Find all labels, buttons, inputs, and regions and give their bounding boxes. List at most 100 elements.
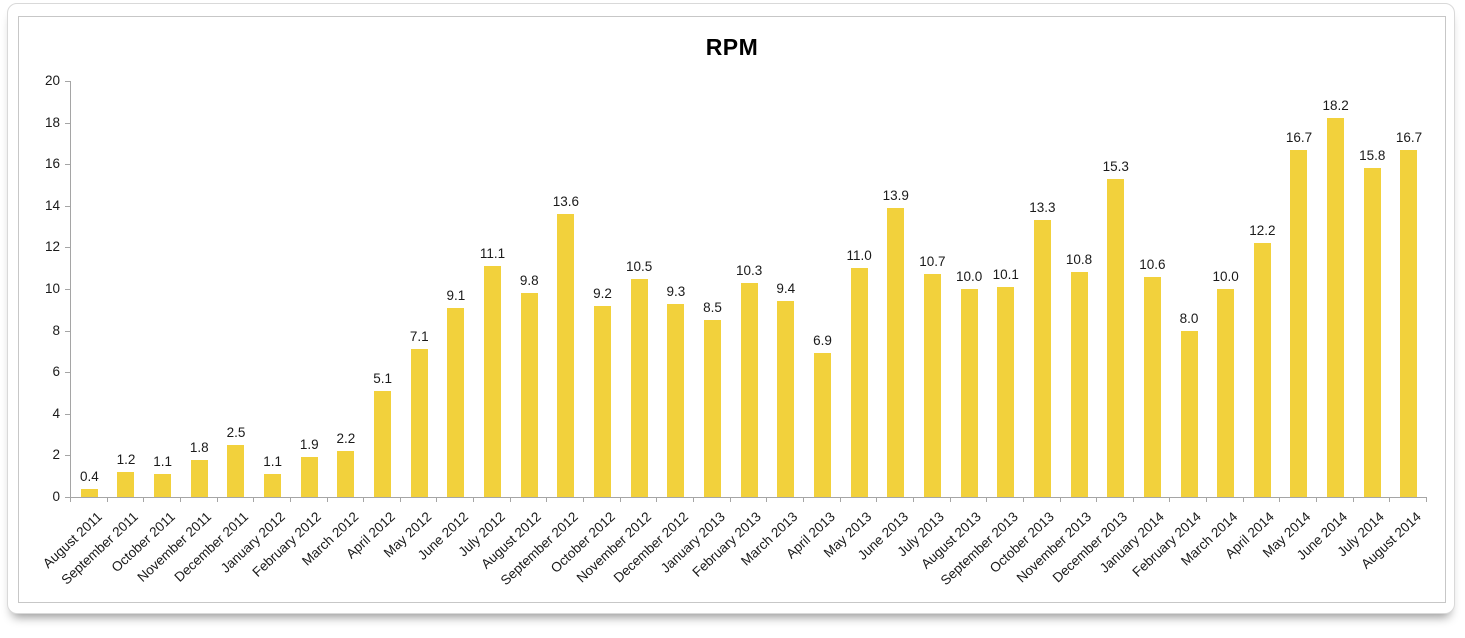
x-axis-tick <box>1279 497 1281 502</box>
value-label: 9.3 <box>666 283 686 299</box>
bar <box>594 305 612 497</box>
bar <box>117 472 135 497</box>
x-axis-tick <box>1242 497 1244 502</box>
x-axis-tick <box>912 497 914 502</box>
bar <box>557 214 575 497</box>
value-label: 1.2 <box>116 452 136 468</box>
bar-slot: 10.1 <box>987 81 1024 497</box>
x-axis-tick <box>839 497 841 502</box>
y-axis-label: 14 <box>44 197 60 213</box>
x-axis-tick <box>1426 497 1427 502</box>
y-axis-tick <box>65 455 71 457</box>
bar <box>190 459 208 497</box>
y-axis-label: 8 <box>52 322 60 338</box>
x-axis-tick <box>546 497 548 502</box>
bar <box>337 451 355 497</box>
bar-slot: 7.1 <box>401 81 438 497</box>
bar-slot: 11.1 <box>474 81 511 497</box>
bar-slot: 13.3 <box>1024 81 1061 497</box>
y-axis-tick <box>65 330 71 332</box>
x-axis-tick <box>876 497 878 502</box>
value-label: 9.8 <box>519 273 539 289</box>
value-label: 13.3 <box>1029 200 1056 216</box>
value-label: 18.2 <box>1322 98 1349 114</box>
x-axis-tick <box>70 497 71 502</box>
x-axis-tick <box>1169 497 1171 502</box>
x-axis-tick <box>693 497 695 502</box>
y-axis-tick <box>65 289 71 290</box>
value-label: 13.6 <box>552 194 579 210</box>
x-axis-tick <box>143 497 145 502</box>
value-label: 5.1 <box>373 370 392 386</box>
value-label: 10.0 <box>1212 269 1239 284</box>
value-label: 8.0 <box>1179 310 1199 326</box>
bar <box>1107 178 1125 497</box>
y-axis-label: 16 <box>44 156 60 172</box>
bar-slot: 2.5 <box>218 81 255 497</box>
x-axis-tick <box>1352 497 1354 502</box>
bar <box>1363 168 1381 497</box>
x-axis-tick <box>986 497 988 502</box>
y-axis-label: 12 <box>44 239 60 255</box>
value-label: 9.1 <box>446 287 466 303</box>
x-axis-tick <box>1206 497 1208 502</box>
bar-slot: 1.8 <box>181 81 218 497</box>
bar-slot: 10.0 <box>1207 81 1244 497</box>
bar-slot: 13.9 <box>877 81 914 497</box>
x-axis-tick <box>949 497 951 502</box>
bar-slot: 15.3 <box>1097 81 1134 497</box>
bar <box>300 457 318 497</box>
bar <box>484 266 502 497</box>
x-axis-tick <box>1132 497 1134 502</box>
value-label: 13.9 <box>882 187 909 203</box>
bar <box>1400 149 1418 497</box>
bar-slot: 10.6 <box>1134 81 1171 497</box>
screenshot-frame: RPM 0.4 1.2 1.1 1.8 2.5 1.1 1.9 2.2 5.1 7.1 9.1 11.… <box>7 3 1455 614</box>
bar <box>1253 243 1271 497</box>
x-axis-tick <box>656 497 658 502</box>
value-label: 10.5 <box>626 258 653 274</box>
bar <box>1143 276 1161 497</box>
bar <box>923 274 941 497</box>
value-label: 1.1 <box>153 454 173 470</box>
y-axis-tick <box>65 205 71 207</box>
x-axis-tick <box>1096 497 1098 502</box>
bar <box>960 289 978 497</box>
value-label: 16.7 <box>1395 129 1423 145</box>
bar-slot: 9.3 <box>658 81 695 497</box>
bar-slot: 10.0 <box>951 81 988 497</box>
value-label: 7.1 <box>409 329 429 345</box>
bar <box>374 390 392 497</box>
value-label: 2.5 <box>226 425 246 440</box>
y-axis-label: 18 <box>44 114 60 130</box>
bar <box>740 282 758 497</box>
bar <box>777 301 795 497</box>
value-label: 9.2 <box>593 285 612 301</box>
x-axis-tick <box>436 497 438 502</box>
bar <box>447 307 465 497</box>
bar <box>1327 118 1345 497</box>
bar-slot: 9.1 <box>438 81 475 497</box>
y-axis-label: 0 <box>52 489 60 504</box>
value-label: 10.6 <box>1139 256 1166 272</box>
x-axis-tick <box>729 497 731 502</box>
x-axis-tick <box>363 497 365 502</box>
bar <box>410 349 428 497</box>
bar-slot: 1.1 <box>254 81 291 497</box>
y-axis-label: 6 <box>52 364 60 380</box>
x-axis-tick <box>1316 497 1318 502</box>
bar <box>264 474 282 497</box>
bar <box>154 474 172 497</box>
bar-slot: 16.7 <box>1281 81 1318 497</box>
bar <box>1033 220 1051 497</box>
y-axis-tick <box>65 164 71 166</box>
bar <box>1290 149 1308 497</box>
x-axis-tick <box>619 497 621 502</box>
x-axis-tick <box>253 497 255 502</box>
bar-slot: 9.8 <box>511 81 548 497</box>
value-label: 11.1 <box>479 246 506 262</box>
bar-slot: 10.3 <box>731 81 768 497</box>
bar <box>887 207 905 497</box>
bar <box>997 286 1015 497</box>
value-label: 9.4 <box>776 281 796 297</box>
